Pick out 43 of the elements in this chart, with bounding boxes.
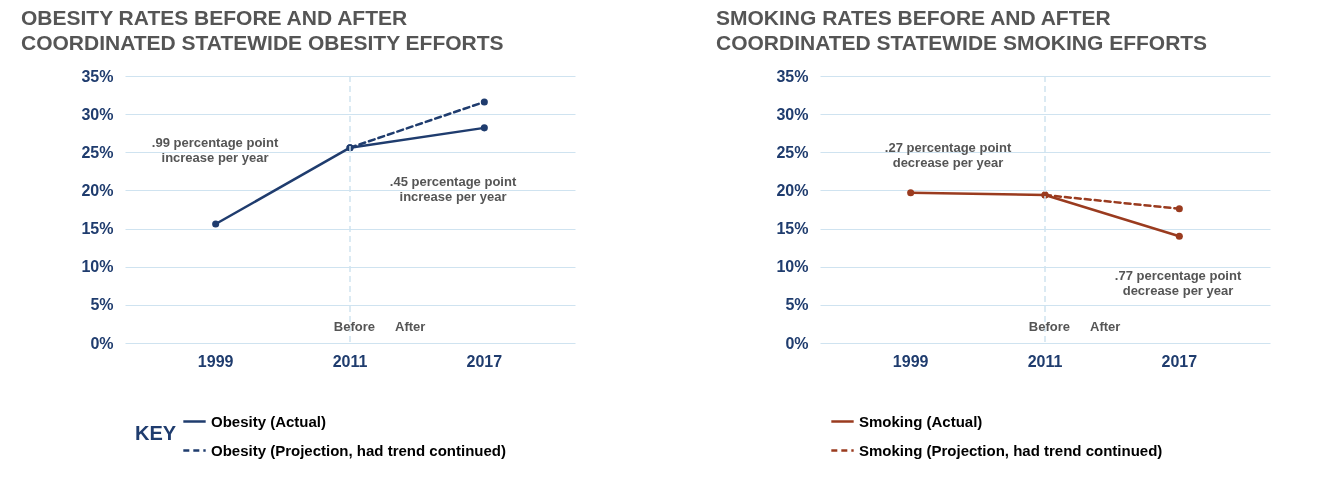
annotation: .27 percentage point decrease per year bbox=[884, 140, 1012, 170]
y-tick-label: 30% bbox=[776, 105, 809, 123]
x-tick-label: 2017 bbox=[466, 352, 503, 370]
y-tick-label: 15% bbox=[776, 220, 809, 238]
annotation: .77 percentage point decrease per year bbox=[1114, 268, 1242, 298]
y-tick-label: 25% bbox=[81, 143, 114, 161]
y-tick-label: 20% bbox=[776, 181, 809, 199]
legend-label: Smoking (Projection, had trend continued) bbox=[859, 441, 1163, 459]
y-tick-label: 25% bbox=[776, 143, 809, 161]
legend-title: KEY bbox=[135, 422, 177, 444]
y-tick-label: 5% bbox=[785, 296, 809, 314]
x-tick-label: 1999 bbox=[892, 352, 929, 370]
y-tick-label: 30% bbox=[81, 105, 114, 123]
legend-label: Obesity (Actual) bbox=[211, 412, 327, 430]
annotation: After bbox=[1090, 319, 1121, 334]
point bbox=[212, 220, 220, 228]
annotation: .45 percentage point increase per year bbox=[389, 174, 517, 204]
y-tick-label: 20% bbox=[81, 181, 114, 199]
point bbox=[1175, 232, 1183, 240]
legend-label: Smoking (Actual) bbox=[859, 412, 983, 430]
point bbox=[907, 189, 915, 197]
x-tick-label: 2011 bbox=[332, 352, 368, 370]
y-tick-label: 10% bbox=[776, 258, 809, 276]
point bbox=[480, 98, 488, 106]
y-tick-label: 5% bbox=[90, 296, 114, 314]
annotation: After bbox=[395, 319, 426, 334]
x-tick-label: 2017 bbox=[1161, 352, 1198, 370]
legend-label: Obesity (Projection, had trend continued) bbox=[211, 441, 507, 459]
point bbox=[1175, 205, 1183, 213]
annotation: .99 percentage point increase per year bbox=[151, 135, 279, 165]
point bbox=[480, 124, 488, 132]
y-tick-label: 0% bbox=[90, 334, 114, 352]
y-tick-label: 10% bbox=[81, 258, 114, 276]
x-tick-label: 2011 bbox=[1027, 352, 1063, 370]
annotation: Before bbox=[333, 319, 375, 334]
y-tick-label: 35% bbox=[776, 67, 809, 85]
y-tick-label: 0% bbox=[785, 334, 809, 352]
y-tick-label: 15% bbox=[81, 220, 114, 238]
y-tick-label: 35% bbox=[81, 67, 114, 85]
chart-title: OBESITY RATES BEFORE AND AFTER COORDINATED STATEWIDE OBESITY EFFORTS bbox=[20, 6, 504, 54]
annotation: Before bbox=[1028, 319, 1070, 334]
chart-title: SMOKING RATES BEFORE AND AFTER COORDINATED STATEWIDE SMOKING EFFORTS bbox=[715, 6, 1208, 54]
x-tick-label: 1999 bbox=[197, 352, 234, 370]
